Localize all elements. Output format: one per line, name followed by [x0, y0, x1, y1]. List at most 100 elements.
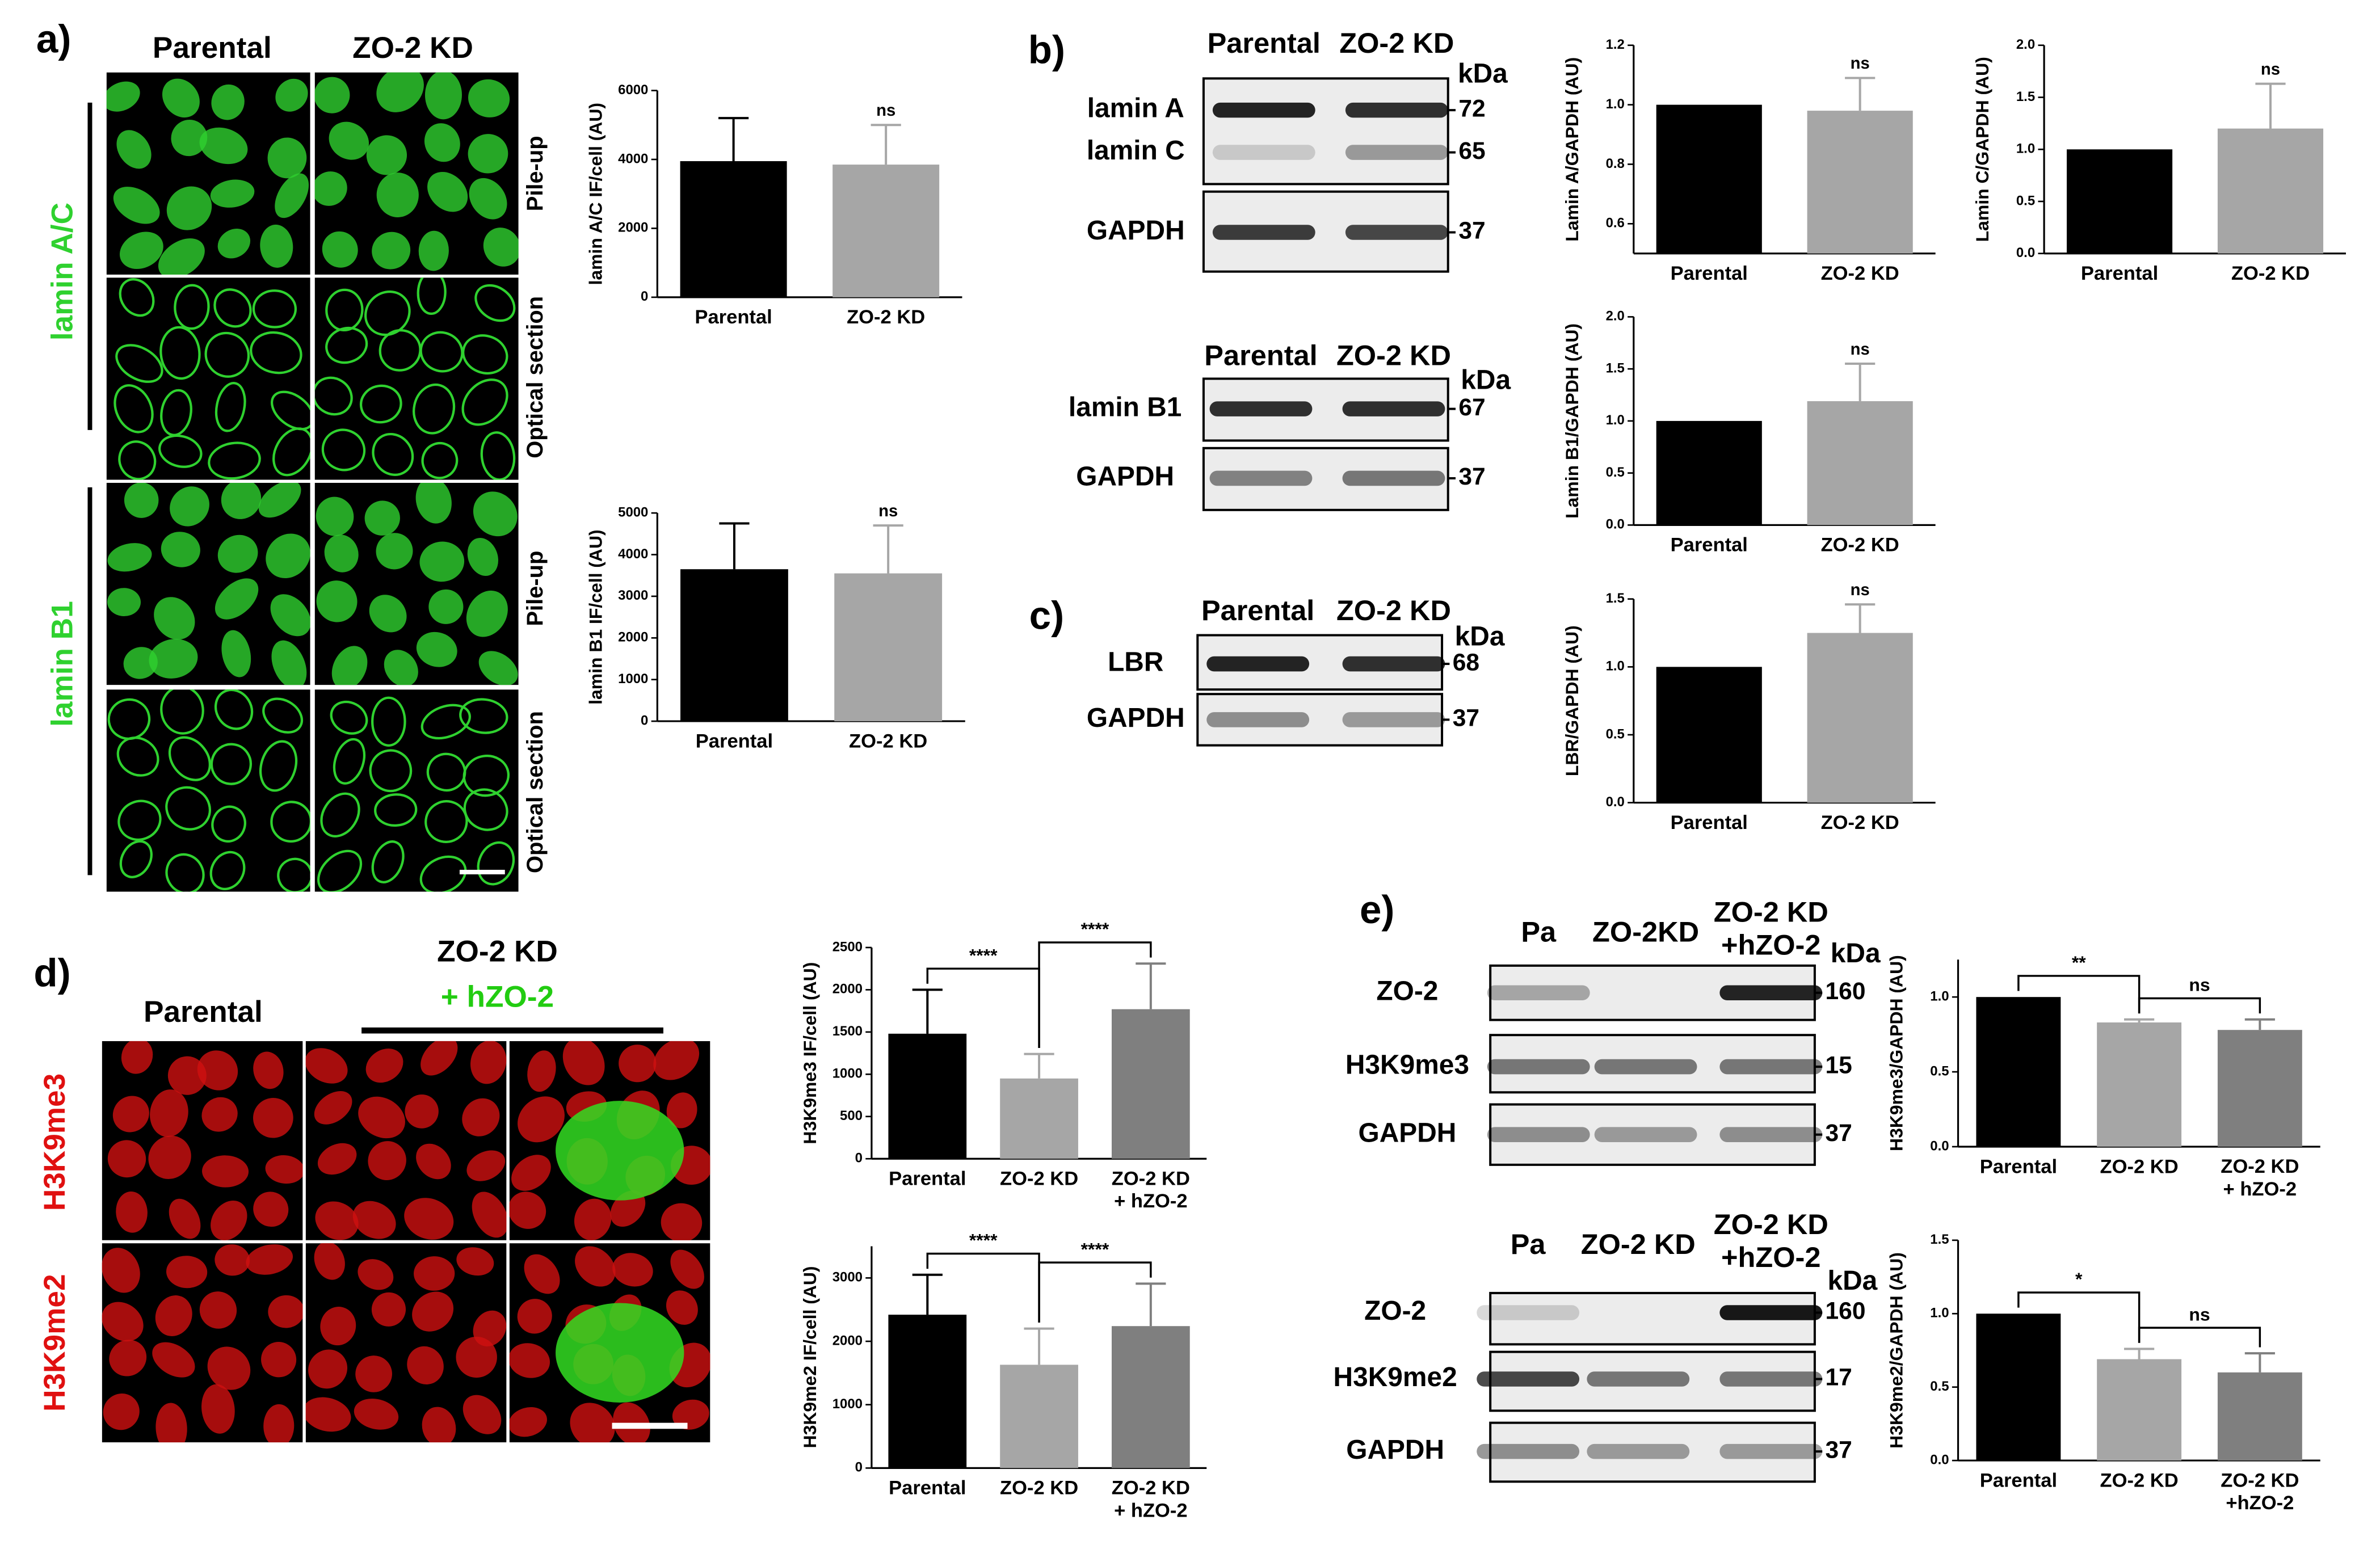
nucleus: [461, 378, 508, 426]
nucleus: [330, 700, 368, 735]
nucleus: [124, 482, 159, 518]
y-tick-label: 0: [855, 1460, 863, 1475]
y-tick-label: 1.5: [1930, 1232, 1949, 1247]
y-tick-label: 0: [641, 713, 648, 728]
nucleus: [415, 482, 452, 524]
nucleus: [374, 793, 418, 827]
nucleus: [480, 431, 516, 480]
nucleus: [315, 1201, 359, 1240]
nucleus: [355, 1355, 392, 1392]
marker-label: 37: [1458, 463, 1485, 490]
significance-label: ****: [969, 1230, 998, 1251]
nucleus: [165, 786, 212, 831]
nucleus: [670, 1249, 704, 1289]
nucleus: [320, 792, 360, 837]
significance-bracket: [1038, 941, 1152, 1048]
nucleus: [275, 173, 309, 218]
bar: [2217, 1030, 2302, 1147]
nucleus: [456, 1247, 494, 1276]
column-label: Parental: [144, 995, 263, 1029]
nucleus: [263, 1404, 295, 1443]
transfected-cell: [556, 1101, 684, 1201]
band: [1206, 712, 1310, 727]
nucleus: [511, 1155, 551, 1191]
nucleus: [371, 1292, 406, 1327]
micrograph: [106, 482, 310, 685]
x-tick-label: Parental: [889, 1477, 966, 1499]
nucleus: [262, 697, 303, 734]
nucleus: [201, 1384, 235, 1434]
nucleus: [277, 857, 310, 892]
marker-label: 67: [1458, 394, 1485, 421]
y-axis-label: LBR/GAPDH (AU): [1562, 625, 1582, 776]
nucleus: [210, 743, 252, 785]
nucleus: [253, 1192, 289, 1227]
nucleus: [215, 578, 259, 620]
bar: [1000, 1078, 1078, 1159]
nucleus: [211, 84, 245, 120]
nucleus: [116, 130, 152, 169]
y-axis-label: H3K9me3/GAPDH (AU): [1886, 955, 1907, 1151]
lane-label: ZO-2 KD: [1336, 339, 1451, 372]
nucleus: [316, 580, 358, 622]
panel-label: b): [1028, 27, 1065, 71]
y-tick-label: 6000: [618, 82, 648, 98]
nucleus: [252, 289, 297, 329]
nucleus: [414, 1256, 455, 1291]
nucleus: [365, 1049, 403, 1083]
band: [1209, 401, 1313, 416]
stain-label: lamin A/C: [45, 203, 79, 340]
significance-label: ****: [969, 945, 998, 965]
nucleus: [314, 376, 353, 416]
micrograph: [509, 1243, 710, 1443]
nucleus: [462, 755, 510, 797]
band: [1209, 470, 1313, 486]
y-tick-label: 1500: [832, 1024, 863, 1039]
y-tick-label: 2000: [618, 630, 648, 645]
band: [1487, 985, 1590, 1001]
nucleus: [371, 840, 405, 883]
nucleus: [418, 230, 449, 271]
nucleus: [321, 428, 366, 472]
y-tick-label: 1000: [832, 1396, 863, 1412]
nucleus: [562, 1041, 605, 1085]
y-tick-label: 1.0: [2016, 141, 2035, 157]
nucleus: [118, 440, 157, 480]
y-tick-label: 0.0: [1606, 517, 1625, 532]
band: [1477, 1443, 1580, 1459]
y-tick-label: 500: [840, 1108, 863, 1123]
column-label: Parental: [153, 31, 272, 65]
y-axis-label: Lamin A/GAPDH (AU): [1562, 57, 1582, 242]
bar: [2217, 128, 2324, 254]
nucleus: [463, 788, 508, 831]
nucleus: [115, 344, 163, 383]
y-tick-label: 1.0: [1930, 1306, 1949, 1321]
y-tick-label: 0.5: [1930, 1379, 1949, 1394]
y-tick-label: 0.5: [1606, 726, 1625, 742]
nucleus: [116, 736, 159, 777]
nucleus: [416, 1143, 451, 1180]
y-tick-label: 2.0: [2016, 37, 2035, 52]
bar: [888, 1033, 967, 1159]
nucleus: [121, 1041, 153, 1074]
lane-label: ZO-2 KD: [1339, 27, 1454, 59]
significance-label: *: [2075, 1269, 2083, 1289]
section-label: Optical section: [523, 296, 548, 458]
bar: [1807, 401, 1913, 525]
nucleus: [155, 1295, 192, 1336]
nucleus: [208, 441, 261, 480]
nucleus: [119, 231, 163, 270]
y-tick-label: 0.6: [1606, 216, 1625, 231]
marker-label: 17: [1826, 1364, 1852, 1391]
nucleus: [364, 500, 400, 536]
nucleus: [369, 595, 407, 633]
nucleus: [324, 534, 359, 572]
nucleus: [160, 689, 204, 735]
lane-label: ZO-2 KD +hZO-2: [1714, 1208, 1828, 1273]
x-tick-label: ZO-2 KD: [2100, 1156, 2179, 1177]
nucleus: [354, 1399, 399, 1430]
marker-label: 65: [1458, 137, 1485, 165]
section-label: Pile-up: [523, 136, 548, 211]
